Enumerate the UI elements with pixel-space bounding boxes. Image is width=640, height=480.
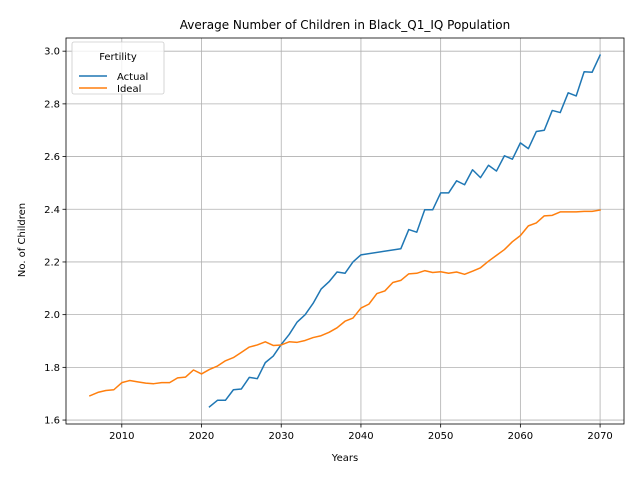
legend-title: Fertility: [99, 52, 137, 63]
x-tick-label: 2070: [587, 431, 612, 442]
y-tick-label: 2.2: [44, 257, 60, 268]
legend: Fertility Actual Ideal: [71, 41, 165, 95]
y-tick-label: 2.8: [44, 99, 60, 110]
y-tick-label: 1.8: [44, 363, 60, 374]
y-tick-label: 2.0: [44, 310, 60, 321]
plot-frame: [65, 37, 625, 425]
series-line-ideal: [88, 209, 601, 397]
y-tick-label: 1.6: [44, 416, 60, 427]
legend-label-ideal: Ideal: [117, 84, 141, 95]
x-axis-label: Years: [331, 453, 358, 464]
axis-ticks: 2010 2020 2030 2040 2050 2060 2070 1.6 1.8 2.0 2.2…: [44, 47, 613, 442]
x-tick-label: 2040: [348, 431, 373, 442]
y-tick-label: 3.0: [44, 47, 60, 58]
x-tick-label: 2010: [109, 431, 134, 442]
y-tick-label: 2.4: [44, 205, 60, 216]
x-tick-label: 2050: [428, 431, 453, 442]
y-axis-label: No. of Children: [17, 203, 28, 277]
x-tick-label: 2030: [269, 431, 294, 442]
x-tick-label: 2060: [508, 431, 533, 442]
chart-title: Average Number of Children in Black_Q1_I…: [180, 18, 510, 32]
series-line-actual: [208, 54, 602, 408]
series-lines: [88, 54, 602, 408]
grid: [66, 38, 624, 424]
y-tick-label: 2.6: [44, 152, 60, 163]
legend-label-actual: Actual: [117, 72, 148, 83]
legend-box: [71, 41, 165, 95]
x-tick-label: 2020: [189, 431, 214, 442]
